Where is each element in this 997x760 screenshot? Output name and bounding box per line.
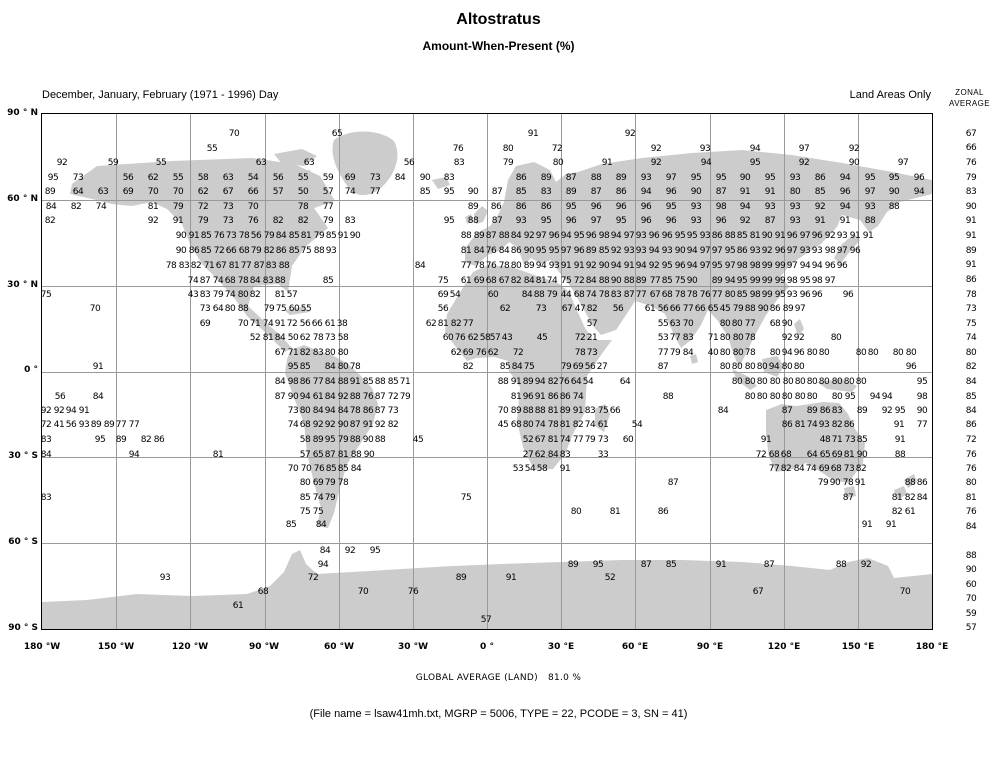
lat-axis-label: 30 ° S bbox=[8, 451, 38, 461]
period-label: December, January, February (1971 - 1996… bbox=[42, 89, 279, 101]
global-average-label: GLOBAL AVERAGE (LAND) bbox=[415, 673, 538, 683]
zonal-average-value: 84 bbox=[965, 377, 977, 387]
zonal-average-value: 82 bbox=[965, 362, 977, 372]
zonal-average-value: 91 bbox=[965, 231, 977, 241]
lon-axis-label: 60 °E bbox=[621, 642, 649, 652]
zonal-average-value: 86 bbox=[965, 275, 977, 285]
lon-axis-label: 120 °E bbox=[767, 642, 801, 652]
landmass-japan bbox=[834, 234, 860, 264]
landmass-north-america bbox=[70, 158, 335, 352]
landmass-cuba bbox=[284, 307, 310, 315]
zonal-average-value: 60 bbox=[965, 580, 977, 590]
landmass-eurasia bbox=[465, 150, 932, 367]
landmass-iceland bbox=[432, 177, 450, 189]
continents-layer bbox=[42, 131, 932, 629]
grid-lines-layer bbox=[42, 114, 932, 629]
landmass-sri-lanka bbox=[690, 354, 698, 364]
zonal-average-value: 76 bbox=[965, 507, 977, 517]
landmass-south-america bbox=[285, 345, 378, 528]
lon-axis-label: 90 °W bbox=[248, 642, 280, 652]
landmass-greenland bbox=[332, 131, 398, 196]
lat-axis-label: 90 ° S bbox=[8, 623, 38, 633]
zonal-average-value: 67 bbox=[965, 129, 977, 139]
lon-axis-label: 90 °E bbox=[696, 642, 724, 652]
landmass-tasmania bbox=[844, 486, 856, 498]
zonal-header-line2: AVERAGE bbox=[949, 99, 990, 108]
zonal-average-value: 57 bbox=[965, 623, 977, 633]
lat-axis-label: 60 ° N bbox=[7, 194, 38, 204]
zonal-average-value: 90 bbox=[965, 565, 977, 575]
zonal-average-value: 83 bbox=[965, 187, 977, 197]
global-average-value: 81.0 % bbox=[547, 673, 582, 683]
zonal-average-value: 84 bbox=[965, 406, 977, 416]
lon-axis-label: 120 °W bbox=[171, 642, 209, 652]
map-plot-area bbox=[41, 113, 933, 630]
zonal-average-value: 76 bbox=[965, 450, 977, 460]
lon-axis-label: 30 °E bbox=[547, 642, 575, 652]
zonal-average-value: 85 bbox=[965, 392, 977, 402]
lat-axis-label: 90 ° N bbox=[7, 108, 38, 118]
coverage-label: Land Areas Only bbox=[849, 89, 931, 101]
zonal-average-value: 59 bbox=[965, 609, 977, 619]
global-average-line: GLOBAL AVERAGE (LAND) 81.0 % bbox=[0, 673, 997, 683]
zonal-average-value: 72 bbox=[965, 435, 977, 445]
zonal-average-value: 81 bbox=[965, 493, 977, 503]
landmass-se-asia-islands bbox=[732, 319, 857, 392]
zonal-average-value: 91 bbox=[965, 260, 977, 270]
chart-title: Altostratus bbox=[456, 11, 541, 28]
zonal-average-value: 73 bbox=[965, 304, 977, 314]
zonal-average-value: 78 bbox=[965, 290, 977, 300]
zonal-average-value: 90 bbox=[965, 202, 977, 212]
zonal-average-value: 91 bbox=[965, 216, 977, 226]
landmass-africa bbox=[445, 265, 612, 470]
lon-axis-label: 180 °E bbox=[915, 642, 949, 652]
zonal-header-line1: ZONAL bbox=[955, 88, 984, 97]
zonal-average-value: 76 bbox=[965, 464, 977, 474]
landmass-australia bbox=[766, 402, 865, 483]
file-info: (File name = lsaw41mh.txt, MGRP = 5006, … bbox=[309, 708, 688, 720]
lat-axis-label: 60 ° S bbox=[8, 537, 38, 547]
zonal-average-value: 74 bbox=[965, 333, 977, 343]
lat-axis-label: 30 ° N bbox=[7, 280, 38, 290]
zonal-average-value: 66 bbox=[965, 143, 977, 153]
chart-subtitle: Amount-When-Present (%) bbox=[422, 39, 575, 53]
lon-axis-label: 180 °W bbox=[23, 642, 61, 652]
zonal-average-value: 89 bbox=[965, 246, 977, 256]
lon-axis-label: 150 °E bbox=[841, 642, 875, 652]
zonal-average-value: 79 bbox=[965, 173, 977, 183]
lon-axis-label: 150 °W bbox=[97, 642, 135, 652]
landmass-new-zealand bbox=[894, 474, 917, 500]
zonal-average-value: 75 bbox=[965, 319, 977, 329]
world-map bbox=[42, 114, 932, 629]
landmass-madagascar bbox=[595, 404, 610, 432]
zonal-average-value: 76 bbox=[965, 158, 977, 168]
lon-axis-label: 60 °W bbox=[323, 642, 355, 652]
lon-axis-label: 30 °W bbox=[397, 642, 429, 652]
zonal-average-value: 80 bbox=[965, 478, 977, 488]
zonal-average-value: 84 bbox=[965, 522, 977, 532]
zonal-average-value: 70 bbox=[965, 594, 977, 604]
zonal-average-header: ZONAL AVERAGE bbox=[942, 87, 997, 109]
lat-axis-label: 0 ° bbox=[24, 365, 38, 375]
lon-axis-label: 0 ° bbox=[480, 642, 494, 652]
zonal-average-value: 86 bbox=[965, 420, 977, 430]
zonal-average-value: 88 bbox=[965, 551, 977, 561]
landmass-british-isles bbox=[465, 206, 488, 224]
zonal-average-value: 80 bbox=[965, 348, 977, 358]
